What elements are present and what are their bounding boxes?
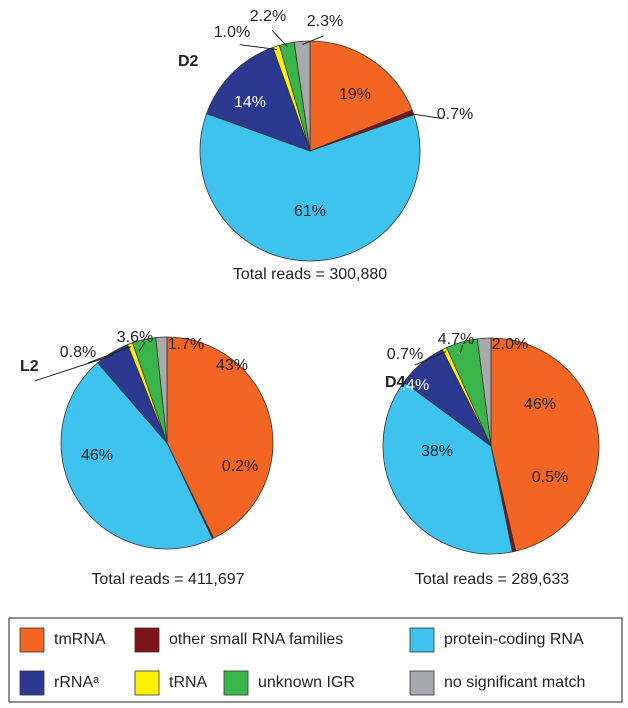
value-label: 2.3% (307, 13, 343, 30)
legend-swatch (409, 670, 435, 696)
caption: Total reads = 300,880 (233, 266, 387, 283)
legend-box (8, 617, 623, 703)
value-label: 61% (294, 203, 326, 220)
pie-slice (199, 112, 421, 262)
leader-line (302, 35, 324, 46)
chart-title: D2 (178, 53, 199, 70)
value-label: 46% (524, 396, 556, 413)
legend-label: tmRNA (54, 631, 106, 648)
pie-slice (166, 336, 274, 539)
legend-swatch (223, 670, 249, 696)
value-label: 19% (339, 86, 371, 103)
legend-label: other small RNA families (169, 631, 343, 648)
pie-slice (490, 337, 600, 552)
value-label: 14% (234, 94, 266, 111)
leader-line (459, 345, 464, 354)
pie-slice (206, 46, 311, 152)
value-label: 1.7% (168, 336, 204, 353)
pie-slice (309, 40, 413, 152)
chart-title: L2 (20, 358, 39, 375)
legend-label: no significant match (444, 674, 585, 691)
legend-label: tRNA (169, 674, 208, 691)
value-label: 1.0% (214, 24, 250, 41)
leader-line (239, 44, 278, 50)
value-label: 5.3% (4, 366, 40, 383)
leader-line (414, 351, 447, 366)
chart-title: D4 (385, 374, 406, 391)
caption: Total reads = 411,697 (91, 571, 244, 588)
value-label: 0.7% (387, 346, 423, 363)
caption: Total reads = 289,633 (415, 571, 569, 588)
value-label: 38% (421, 443, 453, 460)
value-label: 3.6% (117, 329, 153, 346)
leader-line (138, 342, 146, 352)
value-label: 7.4% (393, 377, 429, 394)
legend-swatch (134, 670, 160, 696)
value-label: 4.7% (438, 331, 474, 348)
legend-swatch (134, 627, 160, 653)
leader-line (87, 346, 132, 364)
leader-line (34, 354, 114, 382)
pie-slice (476, 337, 492, 447)
leader-line (271, 30, 288, 48)
pie-slice (155, 336, 168, 444)
value-label: 2.0% (492, 336, 528, 353)
value-label: 46% (81, 447, 113, 464)
legend-swatch (19, 627, 45, 653)
value-label: 0.5% (532, 469, 568, 486)
legend-label: rRNAᵃ (54, 674, 100, 691)
legend-label: protein-coding RNA (444, 631, 584, 648)
value-label: 43% (216, 357, 248, 374)
pie-slice (382, 381, 513, 555)
value-label: 2.2% (250, 8, 286, 25)
legend-swatch (19, 670, 45, 696)
value-label: 0.2% (222, 458, 258, 475)
legend-label: unknown IGR (258, 674, 355, 691)
legend-swatch (409, 627, 435, 653)
pie-slice (60, 362, 214, 550)
value-label: 0.8% (60, 344, 96, 361)
value-label: 0.7% (437, 106, 473, 123)
leader-line (409, 113, 442, 119)
